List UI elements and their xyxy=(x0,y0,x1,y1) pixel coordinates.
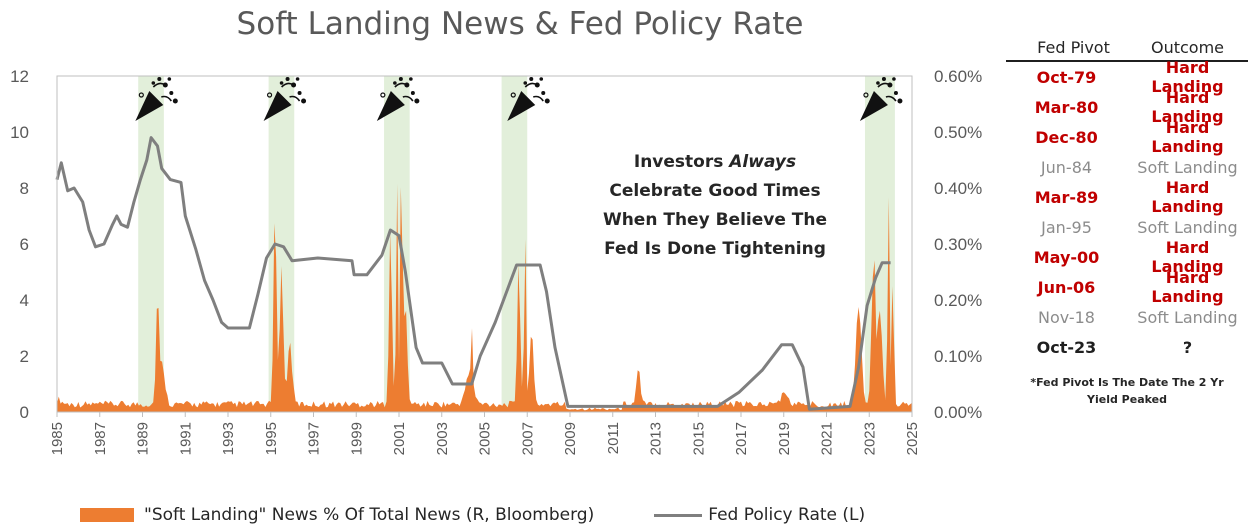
legend: "Soft Landing" News % Of Total News (R, … xyxy=(80,505,865,525)
pivot-table-body: Oct-79 Hard Landing Mar-80 Hard Landing Dec-… xyxy=(1006,58,1248,362)
table-row: Nov-18 Soft Landing xyxy=(1006,302,1248,332)
pivot-outcome: ? xyxy=(1182,337,1193,357)
footnote-line-1: *Fed Pivot Is The Date The 2 Yr xyxy=(1030,376,1224,389)
annotation-text: Investors Always Celebrate Good Times Wh… xyxy=(575,148,855,264)
party-popper-icon xyxy=(376,77,420,121)
table-row: Mar-89 Hard Landing xyxy=(1006,178,1248,216)
x-tick-label: 1993 xyxy=(220,422,237,455)
annotation-line-1b: Always xyxy=(729,152,797,172)
party-popper-icon xyxy=(507,77,550,121)
table-row: Mar-80 Hard Landing xyxy=(1006,88,1248,126)
legend-area-swatch xyxy=(80,508,134,522)
x-tick-label: 2011 xyxy=(605,422,622,454)
x-tick-label: 2021 xyxy=(819,422,836,455)
annotation-line-1a: Investors xyxy=(633,152,724,172)
y-left-tick-label: 2 xyxy=(20,347,29,366)
y-right-tick-label: 0.50% xyxy=(934,123,982,142)
shaded-period xyxy=(501,76,528,412)
pivot-outcome: Hard Landing xyxy=(1151,268,1224,306)
y-right-tick-label: 0.20% xyxy=(934,291,982,310)
pivot-outcome: Soft Landing xyxy=(1137,307,1238,327)
x-tick-label: 1995 xyxy=(263,422,280,455)
pivot-outcome: Hard Landing xyxy=(1151,238,1224,276)
pivot-date: Jan-95 xyxy=(1041,217,1092,237)
y-left-tick-label: 12 xyxy=(10,67,29,86)
pivot-table-header: Fed Pivot Outcome xyxy=(1006,38,1248,62)
table-row: May-00 Hard Landing xyxy=(1006,238,1248,276)
x-tick-label: 1997 xyxy=(306,422,323,455)
party-popper-icon xyxy=(263,77,307,121)
legend-line-swatch xyxy=(654,513,703,517)
x-tick-label: 1999 xyxy=(348,422,365,455)
y-left-tick-label: 4 xyxy=(20,291,29,310)
party-popper-icon xyxy=(859,77,903,121)
y-right-tick-label: 0.60% xyxy=(934,67,982,86)
pivot-date: Jun-84 xyxy=(1040,157,1093,177)
chart-area: 0 2 4 6 8 10 12 0.00% 0.10% 0.20% 0.30% 0.40% 0.50% 0… xyxy=(10,67,982,455)
y-left-tick-label: 0 xyxy=(20,403,29,422)
x-tick-label: 1989 xyxy=(135,422,152,455)
table-row: Dec-80 Hard Landing xyxy=(1006,118,1248,156)
y-right-tick-label: 0.40% xyxy=(934,179,982,198)
pivot-date: Dec-80 xyxy=(1035,127,1098,147)
footnote-line-2: Yield Peaked xyxy=(1087,393,1167,406)
y-right-tick-label: 0.00% xyxy=(934,403,982,422)
x-tick-label: 2019 xyxy=(776,422,793,455)
pivot-outcome: Hard Landing xyxy=(1151,58,1224,96)
pivot-date: Mar-89 xyxy=(1034,187,1099,207)
legend-line-label: Fed Policy Rate (L) xyxy=(708,505,866,525)
x-tick-label: 1987 xyxy=(92,422,109,455)
pivot-outcome: Hard Landing xyxy=(1151,88,1224,126)
pivot-table: Fed Pivot Outcome Oct-79 Hard Landing Mar-… xyxy=(1006,38,1248,408)
x-tick-label: 2001 xyxy=(391,422,408,455)
header-fed-pivot: Fed Pivot xyxy=(1037,38,1110,57)
pivot-outcome: Hard Landing xyxy=(1151,118,1224,156)
x-tick-label: 2025 xyxy=(904,422,921,455)
legend-area-label: "Soft Landing" News % Of Total News (R, … xyxy=(144,505,595,525)
y-right-tick-label: 0.10% xyxy=(934,347,982,366)
pivot-date: Oct-23 xyxy=(1036,337,1097,357)
pivot-date: May-00 xyxy=(1033,247,1100,267)
pivot-date: Oct-79 xyxy=(1036,67,1097,87)
header-outcome: Outcome xyxy=(1150,38,1225,57)
fed-policy-rate-line xyxy=(55,136,891,411)
x-tick-label: 2005 xyxy=(477,422,494,455)
x-tick-label: 2017 xyxy=(733,422,750,455)
pivot-date: Mar-80 xyxy=(1034,97,1099,117)
y-left-tick-label: 6 xyxy=(20,235,29,254)
table-row: Jun-84 Soft Landing xyxy=(1006,152,1248,182)
pivot-outcome: Soft Landing xyxy=(1137,157,1238,177)
table-row: Oct-79 Hard Landing xyxy=(1006,58,1248,96)
chart-title: Soft Landing News & Fed Policy Rate xyxy=(236,6,804,42)
table-row: Jan-95 Soft Landing xyxy=(1006,212,1248,242)
x-tick-label: 2003 xyxy=(434,422,451,455)
x-tick-label: 1991 xyxy=(177,422,194,455)
annotation-line-3: When They Believe The xyxy=(602,210,828,230)
annotation-line-4: Fed Is Done Tightening xyxy=(604,239,826,259)
pivot-date: Jun-06 xyxy=(1037,277,1096,297)
pivot-date: Nov-18 xyxy=(1038,307,1095,327)
x-tick-label: 2007 xyxy=(519,422,536,455)
x-tick-label: 2009 xyxy=(562,422,579,455)
table-footnote: *Fed Pivot Is The Date The 2 Yr Yield Pe… xyxy=(1006,374,1248,408)
annotation-line-2: Celebrate Good Times xyxy=(609,181,821,201)
party-popper-icon xyxy=(135,77,178,121)
y-right-tick-label: 0.30% xyxy=(934,235,982,254)
pivot-outcome: Soft Landing xyxy=(1137,217,1238,237)
pivot-outcome: Hard Landing xyxy=(1151,178,1224,216)
x-tick-label: 2013 xyxy=(648,422,665,455)
y-left-tick-label: 8 xyxy=(20,179,29,198)
x-tick-label: 1985 xyxy=(49,422,66,455)
y-left-tick-label: 10 xyxy=(10,123,29,142)
x-tick-label: 2023 xyxy=(861,422,878,455)
x-tick-label: 2015 xyxy=(690,422,707,455)
table-row: Jun-06 Hard Landing xyxy=(1006,268,1248,306)
table-row: Oct-23? xyxy=(1006,332,1248,362)
